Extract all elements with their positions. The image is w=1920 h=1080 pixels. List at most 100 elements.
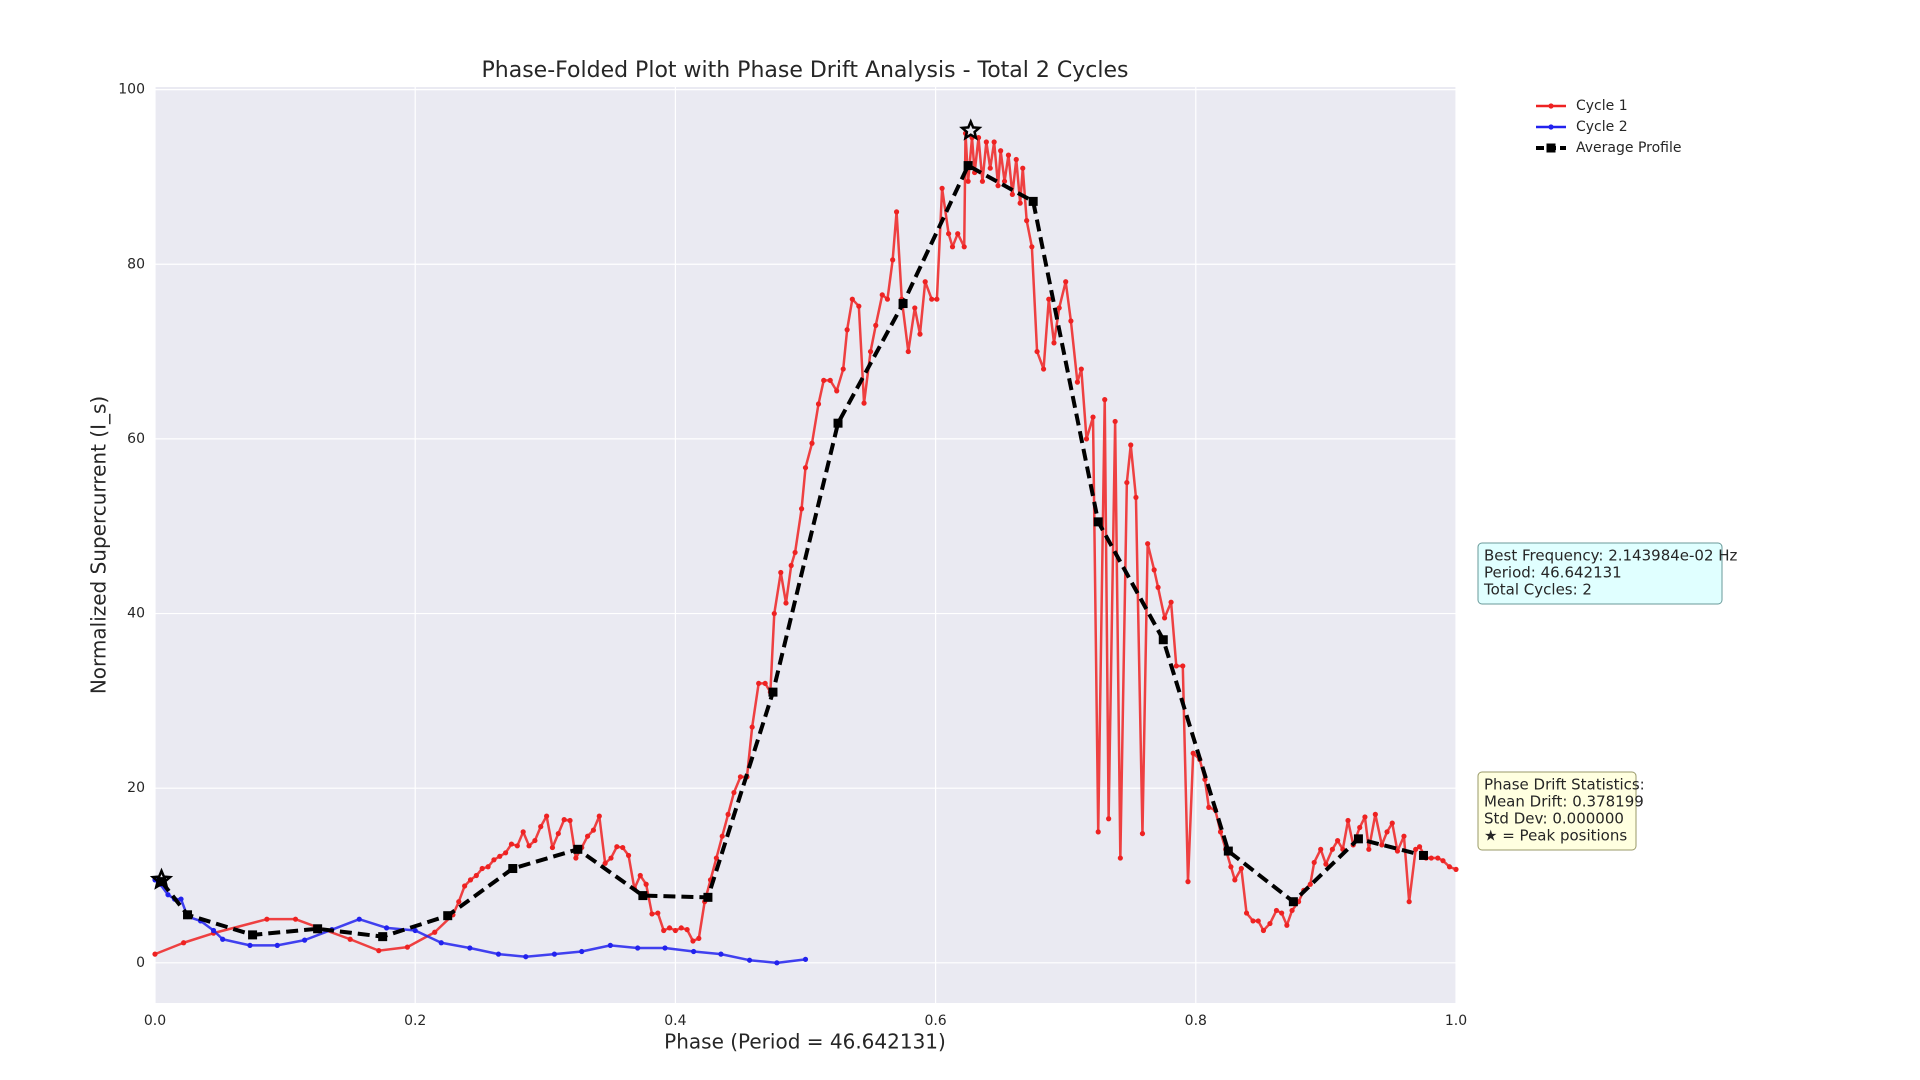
- annotation-text: Phase Drift Statistics:: [1484, 776, 1645, 794]
- marker: [1083, 436, 1090, 442]
- marker: [551, 951, 558, 957]
- marker: [1243, 910, 1250, 916]
- marker: [347, 936, 353, 942]
- marker: [1413, 846, 1419, 852]
- marker: [1168, 599, 1174, 605]
- marker: [768, 687, 778, 697]
- marker: [356, 916, 362, 922]
- plot-area: [155, 87, 1456, 1003]
- marker: [443, 911, 453, 921]
- marker: [620, 844, 626, 851]
- marker: [544, 813, 550, 819]
- x-tick-label: 0.0: [144, 1013, 166, 1029]
- marker: [1267, 920, 1273, 927]
- marker: [1202, 776, 1208, 783]
- marker: [1318, 846, 1324, 852]
- marker: [1090, 414, 1096, 420]
- x-tick-label: 1.0: [1445, 1013, 1467, 1029]
- marker: [1284, 922, 1290, 928]
- marker: [746, 957, 753, 963]
- marker: [378, 932, 388, 942]
- marker: [856, 303, 862, 309]
- legend-marker: [1548, 124, 1554, 130]
- marker: [917, 331, 923, 337]
- marker: [479, 865, 485, 872]
- marker: [778, 569, 784, 576]
- marker: [1020, 165, 1026, 171]
- marker: [731, 789, 737, 796]
- x-axis-label: Phase (Period = 46.642131): [664, 1030, 946, 1054]
- marker: [1217, 829, 1224, 835]
- marker: [1095, 829, 1101, 835]
- marker: [183, 910, 193, 920]
- marker: [774, 960, 780, 966]
- marker: [844, 327, 850, 333]
- annotation-text: Period: 46.642131: [1484, 564, 1622, 582]
- marker: [1117, 855, 1123, 861]
- marker: [1124, 479, 1130, 486]
- marker: [584, 833, 591, 839]
- peak-star: [959, 118, 983, 141]
- marker: [1093, 517, 1103, 527]
- marker: [867, 348, 874, 355]
- marker: [690, 938, 696, 944]
- x-tick-label: 0.6: [924, 1013, 946, 1029]
- marker: [438, 940, 444, 946]
- marker: [1185, 879, 1191, 885]
- marker: [1379, 842, 1385, 848]
- x-tick-label: 0.4: [664, 1013, 686, 1029]
- marker: [165, 892, 171, 898]
- marker: [514, 843, 520, 849]
- marker: [809, 440, 815, 446]
- marker: [666, 925, 673, 931]
- marker: [1068, 318, 1074, 324]
- series-0: [152, 130, 1459, 957]
- marker: [1453, 866, 1459, 872]
- y-tick-label: 80: [127, 256, 145, 272]
- marker: [573, 844, 583, 854]
- marker: [520, 829, 526, 835]
- annotation-text: Mean Drift: 0.378199: [1484, 793, 1644, 811]
- marker: [696, 935, 702, 941]
- marker: [526, 843, 532, 849]
- marker: [1158, 635, 1168, 645]
- marker: [590, 827, 597, 833]
- marker: [771, 610, 777, 617]
- marker: [1034, 348, 1040, 355]
- marker: [608, 855, 614, 861]
- marker: [467, 945, 473, 951]
- marker: [1255, 918, 1261, 924]
- marker: [573, 855, 579, 861]
- legend-marker: [1546, 143, 1556, 153]
- marker: [1366, 846, 1372, 852]
- marker: [1063, 279, 1069, 285]
- marker: [1435, 855, 1441, 861]
- marker: [508, 864, 518, 874]
- marker: [1173, 663, 1179, 669]
- marker: [637, 872, 643, 879]
- marker: [1362, 814, 1368, 820]
- marker: [719, 833, 725, 839]
- marker: [905, 348, 911, 355]
- marker: [949, 244, 956, 250]
- y-tick-label: 40: [127, 606, 145, 622]
- marker: [1345, 817, 1351, 824]
- marker: [248, 930, 258, 940]
- marker: [1232, 877, 1238, 883]
- marker: [802, 956, 809, 962]
- y-tick-label: 20: [127, 780, 145, 796]
- marker: [1401, 833, 1407, 839]
- marker: [893, 209, 900, 215]
- marker: [1357, 824, 1363, 831]
- annotation-background: [1477, 542, 1723, 605]
- marker: [1013, 156, 1019, 163]
- marker: [873, 322, 879, 328]
- marker: [661, 927, 667, 934]
- marker: [1238, 865, 1244, 872]
- marker: [922, 279, 928, 285]
- marker: [1223, 846, 1233, 856]
- marker: [1151, 567, 1157, 573]
- marker: [503, 850, 509, 856]
- marker: [678, 925, 684, 931]
- marker: [292, 916, 299, 922]
